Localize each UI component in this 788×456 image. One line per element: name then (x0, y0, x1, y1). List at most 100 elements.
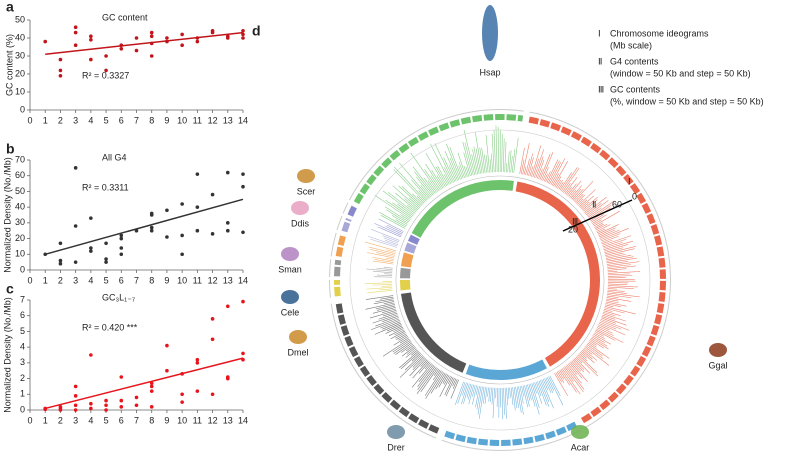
g4-track (492, 387, 495, 419)
g4-track (386, 209, 409, 224)
x-tick-label: 6 (119, 415, 124, 425)
g4-track (603, 310, 621, 316)
chromosome-ideogram (345, 217, 352, 222)
x-tick-label: 4 (88, 115, 93, 125)
g4-track (418, 361, 430, 374)
chromosome-ideogram (550, 122, 562, 132)
data-point (119, 47, 124, 51)
g4-track (467, 384, 473, 400)
y-tick-label: 4 (20, 342, 25, 352)
g4-track (567, 363, 578, 375)
chromosome-ideogram (398, 406, 410, 418)
g4-track (590, 339, 605, 349)
g4-track (430, 175, 441, 191)
data-point (119, 236, 124, 241)
g4-track (519, 386, 524, 404)
legend-numeral: Ⅲ (598, 84, 604, 94)
y-tick-label: 0 (20, 264, 25, 274)
g4-track (582, 348, 598, 361)
y-axis-label: GC content (%) (4, 34, 14, 96)
data-point (210, 337, 215, 342)
data-point (195, 205, 200, 209)
g4-track (591, 336, 608, 347)
chromosome-ideogram (398, 143, 410, 154)
g4-track (531, 145, 542, 177)
x-tick-label: 3 (73, 115, 78, 125)
g4-track (513, 137, 519, 173)
g4-track (374, 259, 394, 263)
species-icon (281, 290, 299, 304)
scale-label: 60 (612, 199, 622, 209)
chart-title: All G4 (102, 152, 127, 162)
data-point (225, 36, 230, 40)
chromosome-ideogram (373, 165, 385, 177)
g4-track (596, 327, 614, 336)
data-point (73, 408, 78, 412)
g4-track (392, 202, 413, 218)
g4-track (383, 237, 399, 244)
legend-numeral: Ⅱ (598, 56, 602, 66)
g4-track (605, 252, 624, 258)
data-point (180, 252, 184, 257)
data-point (241, 230, 245, 235)
g4-track (607, 270, 618, 273)
g4-track (472, 385, 476, 397)
g4-track (390, 330, 406, 340)
x-tick-label: 11 (193, 415, 202, 425)
data-point (149, 228, 154, 233)
g4-track (464, 142, 474, 176)
g4-track (424, 362, 431, 370)
g4-track (391, 215, 408, 225)
g4-track (510, 155, 513, 173)
g4-track (559, 369, 570, 386)
chromosome-ideogram (555, 426, 567, 436)
chromosome-ideogram (654, 314, 663, 325)
data-point (165, 368, 169, 373)
g4-track (382, 190, 415, 215)
g4-track (605, 254, 626, 259)
g4-track (599, 321, 617, 330)
g4-track (382, 315, 399, 322)
g4-track (379, 288, 393, 291)
g4-track (541, 379, 554, 409)
g4-track (583, 199, 598, 212)
g4-track (607, 292, 640, 298)
g4-track (420, 359, 428, 367)
g4-track (475, 132, 483, 174)
y-tick-label: 10 (15, 86, 25, 96)
g4-track (393, 336, 409, 346)
g4-track (449, 146, 463, 180)
chromosome-ideogram (659, 269, 666, 279)
g4-track (397, 203, 414, 217)
g4-track (448, 165, 457, 182)
g4-track (550, 158, 566, 185)
g4-track (507, 151, 510, 173)
g4-track (393, 326, 403, 333)
y-tick-label: 0 (20, 104, 25, 114)
g4-track (528, 157, 534, 176)
g4-track (477, 386, 483, 415)
g4-track (579, 352, 587, 359)
scale-ring (349, 109, 524, 201)
g4-track (396, 333, 407, 340)
g4-track (607, 268, 627, 271)
g4-track (604, 307, 625, 314)
panel-label: a (6, 0, 14, 15)
y-tick-label: 5 (20, 326, 25, 336)
g4-track (412, 356, 424, 368)
g4-track (398, 185, 422, 207)
g4-track (504, 141, 507, 173)
x-tick-label: 4 (88, 275, 93, 285)
g4-track (572, 359, 585, 373)
chromosome-ideogram (615, 165, 627, 177)
g4-track (382, 338, 410, 357)
chromosome-ideogram (566, 421, 578, 432)
x-tick-label: 12 (208, 275, 218, 285)
g4-track (585, 345, 604, 359)
chromosome-ideogram (545, 430, 556, 440)
g4-track (603, 240, 634, 250)
y-tick-label: 40 (15, 32, 25, 42)
x-tick-label: 2 (58, 415, 63, 425)
g4-track (510, 387, 514, 405)
g4-track (564, 366, 584, 393)
